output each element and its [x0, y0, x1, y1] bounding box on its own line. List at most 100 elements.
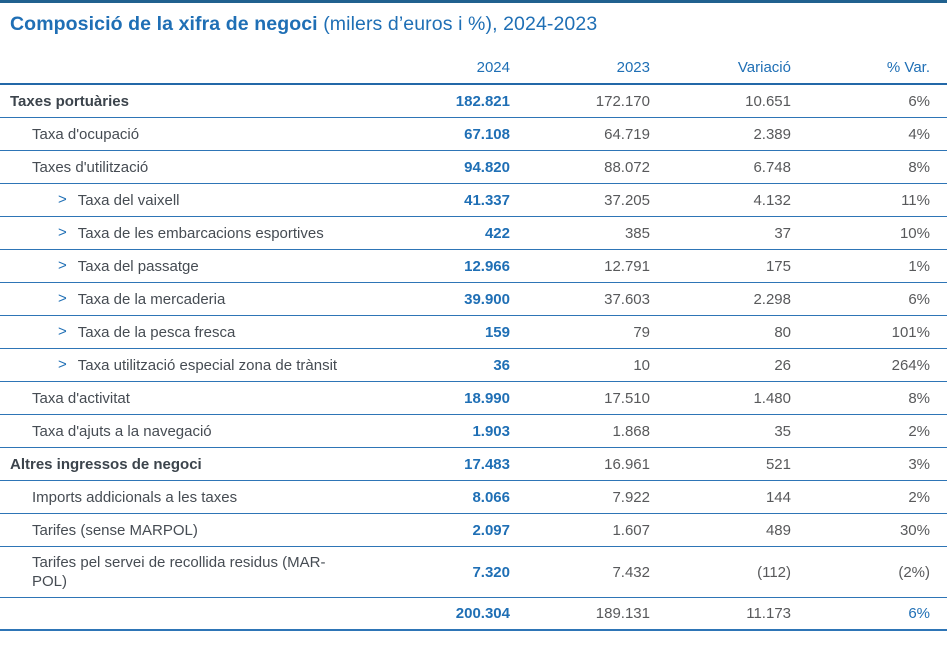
- value-2023: 37.205: [604, 191, 650, 209]
- value-variacio: 521: [765, 455, 791, 473]
- row-label-text: Taxa utilització especial zona de trànsi…: [77, 356, 338, 374]
- row-label-text: Taxa del passatge: [77, 257, 199, 275]
- value-pct-var: 2%: [908, 488, 930, 506]
- value-2023: 7.922: [612, 488, 650, 506]
- value-2023: 88.072: [604, 158, 650, 176]
- value-2024: 422: [484, 224, 510, 242]
- row-label: > Taxa utilització especial zona de tràns…: [10, 352, 370, 379]
- chevron-right-icon: >: [58, 322, 67, 340]
- value-pct-var: 10%: [899, 224, 930, 242]
- value-2024: 17.483: [464, 455, 510, 473]
- chevron-right-icon: >: [58, 223, 67, 241]
- value-2024: 7.320: [472, 563, 510, 581]
- row-label-text: Taxa de la mercaderia: [77, 290, 226, 308]
- table-row: 200.304 189.131 11.173 6%: [0, 598, 947, 631]
- value-variacio: 6.748: [753, 158, 791, 176]
- row-label: Taxes portuàries: [10, 88, 370, 115]
- value-2023: 64.719: [604, 125, 650, 143]
- value-variacio: 35: [774, 422, 791, 440]
- value-2024: 41.337: [464, 191, 510, 209]
- value-2024: 18.990: [464, 389, 510, 407]
- top-rule: [0, 0, 947, 3]
- column-header-pct-var: % Var.: [886, 59, 930, 76]
- row-label: Altres ingressos de negoci: [10, 451, 370, 478]
- row-label-text: Taxa d'ocupació: [32, 125, 140, 143]
- page-title-subtitle: (milers d’euros i %), 2024-2023: [317, 13, 598, 35]
- row-label: Taxes d'utilització: [10, 154, 370, 181]
- value-variacio: 1.480: [753, 389, 791, 407]
- table-row: > Taxa del vaixell 41.337 37.205 4.132 11…: [0, 184, 947, 217]
- value-pct-var: 6%: [908, 290, 930, 308]
- table-body: Taxes portuàries 182.821 172.170 10.651 …: [0, 85, 947, 631]
- row-label-text: Imports addicionals a les taxes: [32, 488, 238, 506]
- value-pct-var: 2%: [908, 422, 930, 440]
- row-label-text: Altres ingressos de negoci: [10, 455, 202, 473]
- table-row: Taxa d'ocupació 67.108 64.719 2.389 4%: [0, 118, 947, 151]
- value-2023: 172.170: [595, 92, 650, 110]
- value-2023: 385: [624, 224, 650, 242]
- row-label-text: Taxa del vaixell: [77, 191, 180, 209]
- chevron-right-icon: >: [58, 190, 67, 208]
- table-row: Taxa d'ajuts a la navegació 1.903 1.868 …: [0, 415, 947, 448]
- column-header-2024: 2024: [476, 59, 510, 76]
- value-variacio: 489: [765, 521, 791, 539]
- row-label-text: Taxes portuàries: [10, 92, 129, 110]
- column-header-2023: 2023: [616, 59, 650, 76]
- table-row: Taxes portuàries 182.821 172.170 10.651 …: [0, 85, 947, 118]
- value-variacio: 37: [774, 224, 791, 242]
- table-row: Taxes d'utilització 94.820 88.072 6.748 …: [0, 151, 947, 184]
- row-label-text: Taxa d'ajuts a la navegació: [32, 422, 212, 440]
- value-variacio: 175: [765, 257, 791, 275]
- value-pct-var: 1%: [908, 257, 930, 275]
- value-2023: 17.510: [604, 389, 650, 407]
- column-header-variacio: Variació: [737, 59, 791, 76]
- value-2024: 182.821: [455, 92, 510, 110]
- value-2024: 2.097: [472, 521, 510, 539]
- value-variacio: 11.173: [746, 605, 791, 622]
- value-variacio: 26: [774, 356, 791, 374]
- table-row: > Taxa utilització especial zona de tràns…: [0, 349, 947, 382]
- value-pct-var: 4%: [908, 125, 930, 143]
- value-2023: 16.961: [604, 455, 650, 473]
- value-variacio: 144: [765, 488, 791, 506]
- value-variacio: 4.132: [753, 191, 791, 209]
- value-variacio: 80: [774, 323, 791, 341]
- row-label: > Taxa del passatge: [10, 253, 370, 280]
- value-2024: 36: [493, 356, 510, 374]
- value-2024: 8.066: [472, 488, 510, 506]
- value-pct-var: 30%: [899, 521, 930, 539]
- value-pct-var: 8%: [908, 389, 930, 407]
- value-2023: 189.131: [595, 605, 650, 622]
- value-2023: 79: [633, 323, 650, 341]
- value-2023: 10: [633, 356, 650, 374]
- row-label: [10, 610, 370, 618]
- table-row: Altres ingressos de negoci 17.483 16.961…: [0, 448, 947, 481]
- value-2023: 7.432: [612, 563, 650, 581]
- value-pct-var: 101%: [891, 323, 930, 341]
- value-2024: 1.903: [472, 422, 510, 440]
- table-row: > Taxa del passatge 12.966 12.791 175 1%: [0, 250, 947, 283]
- table-row: Taxa d'activitat 18.990 17.510 1.480 8%: [0, 382, 947, 415]
- table-row: > Taxa de la pesca fresca 159 79 80 101%: [0, 316, 947, 349]
- value-2023: 1.607: [612, 521, 650, 539]
- page-title: Composició de la xifra de negoci (milers…: [0, 3, 947, 36]
- table-row: > Taxa de les embarcacions esportives 422…: [0, 217, 947, 250]
- value-variacio: 2.298: [753, 290, 791, 308]
- chevron-right-icon: >: [58, 355, 67, 373]
- value-2024: 159: [484, 323, 510, 341]
- value-2023: 37.603: [604, 290, 650, 308]
- value-2024: 12.966: [464, 257, 510, 275]
- value-2024: 67.108: [464, 125, 510, 143]
- page-title-main: Composició de la xifra de negoci: [10, 13, 318, 35]
- table-row: Tarifes pel servei de recollida residus …: [0, 547, 947, 598]
- table-row: Tarifes (sense MARPOL) 2.097 1.607 489 3…: [0, 514, 947, 547]
- value-variacio: 2.389: [753, 125, 791, 143]
- value-pct-var: (2%): [898, 563, 930, 581]
- row-label: > Taxa del vaixell: [10, 187, 370, 214]
- row-label: Taxa d'ajuts a la navegació: [10, 418, 370, 445]
- value-2023: 1.868: [612, 422, 650, 440]
- row-label-text: Tarifes (sense MARPOL): [32, 521, 198, 539]
- row-label: > Taxa de les embarcacions esportives: [10, 220, 370, 247]
- table-row: > Taxa de la mercaderia 39.900 37.603 2.2…: [0, 283, 947, 316]
